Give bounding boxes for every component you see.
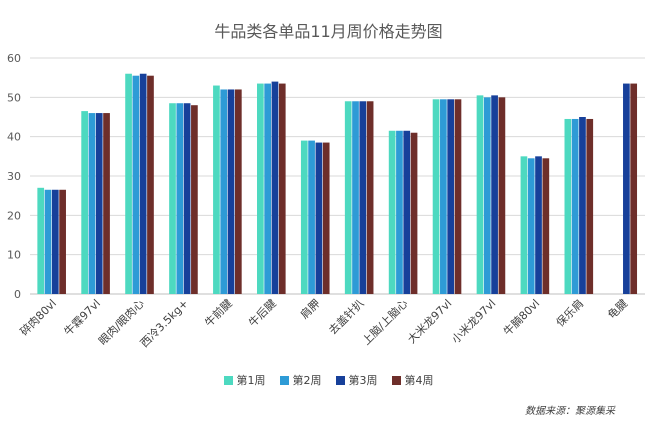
bar [103, 113, 110, 294]
bar [520, 156, 528, 294]
bar [410, 132, 418, 294]
bar [125, 73, 132, 294]
bar [322, 142, 330, 294]
x-tick-label: 肩胛 [297, 296, 322, 321]
bar [220, 89, 228, 294]
x-tick-label: 去盖针扒 [326, 296, 367, 337]
y-tick-label: 0 [14, 288, 21, 301]
data-source-note: 数据来源：聚源集采 [525, 406, 615, 417]
bar [147, 75, 154, 294]
legend-swatch [223, 375, 233, 385]
bar [476, 95, 484, 294]
y-tick-label: 40 [7, 131, 21, 144]
bar [535, 156, 542, 294]
bar [37, 187, 45, 294]
bar [527, 158, 535, 294]
bar [491, 95, 498, 294]
bar [59, 189, 66, 294]
y-tick-label: 10 [7, 249, 21, 262]
bar [440, 99, 447, 294]
y-tick-label: 30 [7, 170, 21, 183]
x-tick-label: 牛腩80vl [500, 296, 542, 338]
bar [234, 89, 242, 294]
bar [564, 118, 572, 294]
x-tick-label: 牛后腱 [245, 296, 278, 329]
legend-item: 第1周 [223, 372, 266, 388]
bar [432, 99, 440, 294]
bar [623, 83, 630, 294]
x-tick-label: 西冷3.5kg+ [138, 297, 191, 350]
x-tick-label: 碎肉80vl [17, 296, 59, 338]
legend-label: 第4周 [404, 374, 434, 387]
legend-swatch [335, 375, 345, 385]
bar [366, 101, 374, 295]
legend-swatch [279, 375, 289, 385]
bar [542, 158, 550, 294]
bar [95, 113, 103, 294]
y-tick-label: 50 [7, 91, 21, 104]
bar [447, 99, 455, 294]
bar [498, 97, 506, 294]
legend-item: 第3周 [335, 372, 378, 388]
legend-item: 第4周 [391, 372, 434, 388]
bar [81, 111, 88, 294]
legend-swatch [391, 375, 401, 385]
bar [44, 189, 52, 294]
bar [579, 117, 586, 294]
bar [169, 103, 176, 294]
legend-label: 第1周 [236, 374, 266, 387]
bar [257, 83, 264, 294]
legend-label: 第3周 [348, 374, 378, 387]
x-tick-label: 牛霖97vl [61, 296, 103, 338]
legend-label: 第2周 [292, 374, 322, 387]
chart-legend: 第1周 第2周 第3周 第4周 [0, 372, 657, 388]
bar [132, 75, 140, 294]
x-tick-label: 大米龙97vl [405, 296, 455, 346]
bar [359, 101, 367, 295]
bar [176, 103, 184, 294]
bar [213, 85, 220, 295]
bar [227, 89, 235, 294]
x-tick-label: 小米龙97vl [449, 297, 498, 346]
bar [454, 99, 462, 294]
bar [344, 101, 352, 295]
legend-item: 第2周 [279, 372, 322, 388]
x-tick-label: 保乐肩 [553, 296, 586, 329]
bar [571, 118, 579, 294]
x-tick-label: 上脑/上脑心 [360, 297, 411, 348]
y-tick-label: 60 [7, 52, 21, 65]
bar [483, 97, 491, 294]
bar [271, 81, 279, 294]
bar [51, 189, 59, 294]
bar [403, 130, 411, 294]
x-tick-label: 龟腱 [605, 297, 630, 322]
bar [308, 140, 315, 294]
bar [183, 103, 191, 294]
chart-title: 牛品类各单品11月周价格走势图 [214, 22, 443, 41]
bar [191, 105, 198, 294]
bar [264, 83, 272, 294]
bar [630, 83, 638, 294]
bar [315, 142, 323, 294]
bar [352, 101, 359, 295]
bar [139, 73, 147, 294]
bar [388, 130, 396, 294]
x-tick-label: 牛前腱 [202, 296, 235, 329]
bar [278, 83, 286, 294]
bar [88, 113, 96, 294]
y-tick-label: 20 [7, 209, 21, 222]
bar [586, 118, 594, 294]
bar [396, 130, 403, 294]
bar [300, 140, 308, 294]
